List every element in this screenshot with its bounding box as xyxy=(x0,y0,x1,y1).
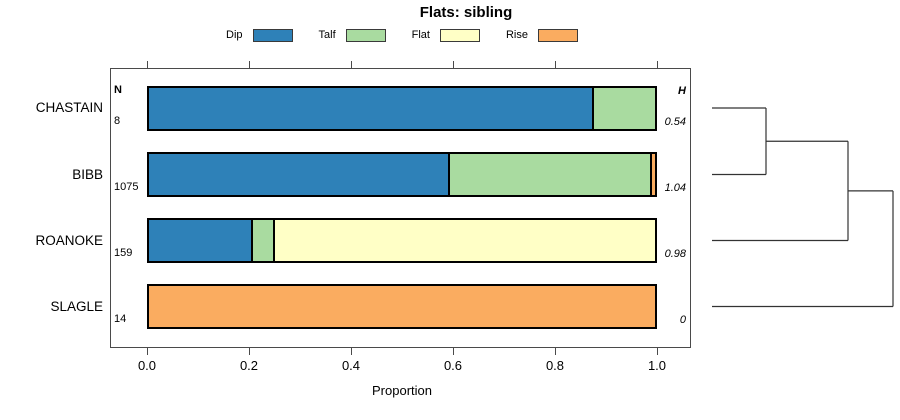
top-tick-0.8 xyxy=(555,61,556,68)
bar-segment-rise xyxy=(649,154,655,195)
tick-label-0.4: 0.4 xyxy=(341,358,361,373)
stacked-bar-bibb xyxy=(147,152,657,197)
n-value-bibb: 1075 xyxy=(114,181,139,193)
h-value-bibb: 1.04 xyxy=(664,182,686,194)
top-tick-0.6 xyxy=(453,61,454,68)
row-label-chastain: CHASTAIN xyxy=(35,100,103,115)
bar-segment-talf xyxy=(447,154,650,195)
bottom-tick-0.8 xyxy=(555,348,556,355)
legend-swatch-dip xyxy=(252,28,293,42)
legend-entry-talf: Talf xyxy=(318,28,386,42)
bar-segment-rise xyxy=(149,286,655,327)
tick-label-0.8: 0.8 xyxy=(545,358,565,373)
legend-label: Flat xyxy=(411,29,430,41)
bottom-tick-0.6 xyxy=(453,348,454,355)
legend-entry-rise: Rise xyxy=(505,28,578,42)
row-label-bibb: BIBB xyxy=(72,166,103,182)
tick-label-1.0: 1.0 xyxy=(647,358,667,373)
row-label-slagle: SLAGLE xyxy=(50,298,103,314)
legend: Dip Talf Flat Rise xyxy=(147,26,657,44)
legend-label: Talf xyxy=(318,29,336,41)
legend-label: Dip xyxy=(226,29,243,41)
stacked-bar-chastain xyxy=(147,85,657,131)
bottom-tick-0.0 xyxy=(147,348,148,355)
bar-segment-talf xyxy=(591,87,655,129)
bottom-tick-0.2 xyxy=(249,348,250,355)
n-column-header: N xyxy=(114,84,122,96)
h-column-header: H xyxy=(678,85,686,97)
n-value-slagle: 14 xyxy=(114,313,127,325)
legend-swatch-flat xyxy=(439,28,480,42)
tick-label-0.6: 0.6 xyxy=(443,358,463,373)
top-tick-0.4 xyxy=(351,61,352,68)
tick-label-0.2: 0.2 xyxy=(239,358,259,373)
stacked-bar-roanoke xyxy=(147,218,657,263)
h-value-roanoke: 0.98 xyxy=(664,248,686,260)
stacked-bar-slagle xyxy=(147,284,657,329)
top-tick-0.2 xyxy=(249,61,250,68)
bar-segment-talf xyxy=(251,220,274,261)
h-value-chastain: 0.54 xyxy=(664,115,686,128)
chart-title: Flats: sibling xyxy=(419,4,513,21)
top-tick-1.0 xyxy=(657,61,658,68)
bar-segment-dip xyxy=(149,154,448,195)
bar-segment-flat xyxy=(273,220,655,261)
x-axis-label: Proportion xyxy=(372,383,432,398)
top-tick-0.0 xyxy=(147,61,148,68)
bottom-tick-0.4 xyxy=(351,348,352,355)
bar-segment-dip xyxy=(149,220,252,261)
plot-area xyxy=(110,68,691,348)
n-value-chastain: 8 xyxy=(114,114,121,127)
row-label-roanoke: ROANOKE xyxy=(35,232,103,248)
legend-entry-dip: Dip xyxy=(226,28,293,42)
legend-label: Rise xyxy=(505,29,528,41)
dendrogram-lines xyxy=(712,107,894,308)
legend-swatch-rise xyxy=(538,28,578,42)
tick-label-0.0: 0.0 xyxy=(137,358,157,373)
legend-swatch-talf xyxy=(345,28,386,42)
bar-segment-dip xyxy=(149,87,592,129)
legend-entry-flat: Flat xyxy=(411,28,480,42)
n-value-roanoke: 159 xyxy=(114,247,133,259)
h-value-slagle: 0 xyxy=(679,314,686,326)
bottom-tick-1.0 xyxy=(657,348,658,355)
